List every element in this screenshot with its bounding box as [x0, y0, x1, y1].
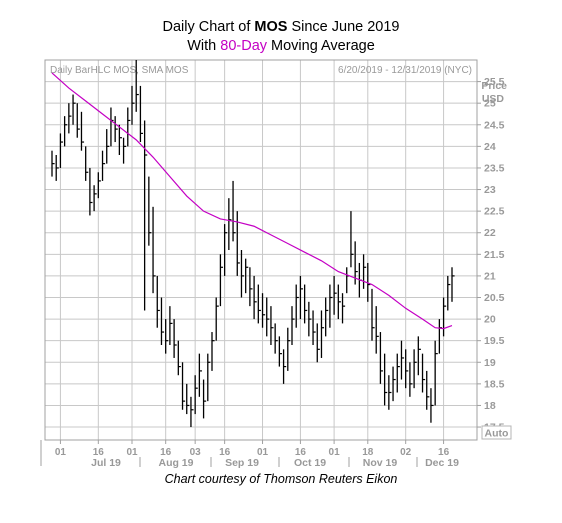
x-tick-label: 16 [93, 447, 105, 458]
moving-average-period: 80-Day [220, 38, 268, 54]
y-tick-label: 22 [484, 227, 496, 239]
auto-scale-label: Auto [485, 428, 509, 440]
y-tick-label: 19 [484, 357, 496, 369]
y-tick-label: 19.5 [484, 335, 505, 347]
x-month-label: Sep 19 [225, 457, 259, 469]
chart-credit: Chart courtesy of Thomson Reuters Eikon [164, 472, 398, 486]
ticker-symbol: MOS [254, 19, 288, 35]
x-tick-label: 16 [219, 447, 231, 458]
y-tick-label: 21.5 [484, 249, 505, 261]
x-tick-label: 02 [400, 447, 412, 458]
chart-legend: Daily BarHLC MOS, SMA MOS [50, 65, 189, 76]
y-tick-label: 25 [484, 98, 496, 110]
axis-title-usd: USD [482, 93, 505, 105]
y-tick-label: 22.5 [484, 206, 505, 218]
date-range: 6/20/2019 - 12/31/2019 (NYC) [338, 65, 472, 76]
x-month-label: Dec 19 [425, 457, 459, 469]
plot-frame [44, 59, 478, 441]
y-tick-label: 18.5 [484, 378, 505, 390]
y-tick-label: 20 [484, 314, 496, 326]
x-tick-label: 01 [257, 447, 269, 458]
y-tick-label: 20.5 [484, 292, 505, 304]
y-tick-label: 25.5 [484, 76, 505, 88]
x-tick-label: 03 [190, 447, 202, 458]
y-axis-ticks: 17.51818.51919.52020.52121.52222.52323.5… [477, 76, 505, 434]
x-month-label: Nov 19 [363, 457, 398, 469]
x-tick-label: 16 [160, 447, 172, 458]
y-tick-label: 24.5 [484, 119, 505, 131]
x-month-label: Jul 19 [91, 457, 121, 469]
x-tick-label: 01 [126, 447, 138, 458]
chart-subtitle: With 80-Day Moving Average [187, 38, 375, 54]
x-month-label: Oct 19 [294, 457, 326, 469]
y-tick-label: 21 [484, 270, 496, 282]
sma-line [51, 72, 453, 330]
auto-scale-button[interactable] [481, 425, 512, 440]
x-tick-label: 16 [295, 447, 307, 458]
y-tick-label: 18 [484, 400, 496, 412]
y-tick-label: 23 [484, 184, 496, 196]
x-month-label: Aug 19 [158, 457, 193, 469]
x-tick-label: 01 [329, 447, 341, 458]
x-tick-label: 18 [362, 447, 374, 458]
y-tick-label: 23.5 [484, 162, 505, 174]
price-bars [51, 60, 455, 428]
x-tick-label: 16 [438, 447, 450, 458]
chart-title: Daily Chart of MOS Since June 2019 [162, 19, 400, 35]
axis-title-price: Price [481, 80, 507, 92]
y-tick-label: 24 [484, 141, 496, 153]
x-tick-label: 01 [55, 447, 67, 458]
chart-grid [45, 60, 477, 440]
